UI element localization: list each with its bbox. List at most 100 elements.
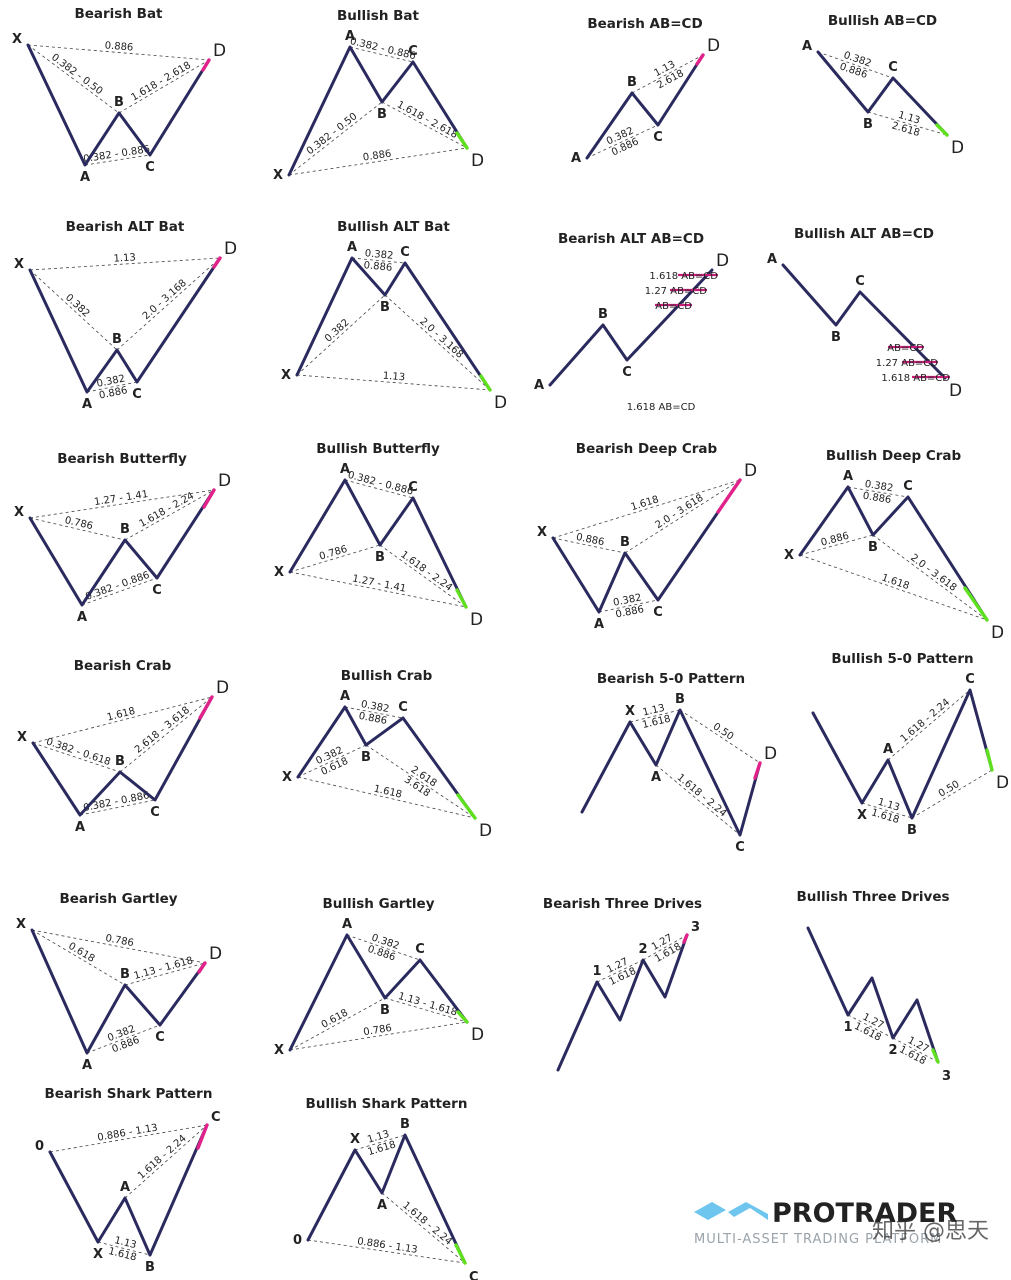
point-label-d: D — [209, 944, 222, 964]
point-label-a: A — [571, 151, 581, 166]
prz-highlight — [197, 961, 207, 974]
point-label-c: C — [622, 365, 632, 380]
pattern-title: Bearish ALT Bat — [66, 219, 185, 235]
point-label-a: A — [345, 29, 355, 44]
ratio-line — [118, 59, 210, 114]
ratio-line — [307, 1239, 466, 1264]
ratio-label: 0.618 — [320, 1007, 350, 1030]
ratio-label: 1.618 - 2.24 — [899, 697, 952, 745]
pattern-leg — [806, 926, 940, 1064]
point-label-a: A — [120, 1180, 130, 1195]
pattern-leg — [585, 53, 705, 160]
ratio-line — [867, 111, 948, 136]
ratio-label-group: 1.618 — [106, 706, 136, 724]
point-label-b: B — [627, 75, 637, 90]
ratio-line — [32, 696, 213, 744]
ratio-label-group: 0.382 — [323, 317, 352, 344]
watermark: 知乎 @思天 — [872, 1219, 989, 1244]
ratio-line — [296, 294, 386, 376]
ratio-label-group: 2.0 - 3.618 — [908, 552, 958, 593]
ratio-label: 1.13 — [382, 371, 405, 384]
projection-level-label: 1.27 AB=CD — [876, 358, 939, 369]
ratio-label-group: 0.786 — [363, 1023, 393, 1038]
point-label-c: C — [903, 479, 913, 494]
point-label-d: D — [764, 744, 777, 764]
ratio-line — [655, 764, 741, 836]
point-label-x: X — [274, 1043, 284, 1058]
ratio-label-group: 0.886 — [104, 40, 133, 53]
pattern-leg — [26, 43, 211, 167]
ratio-label-group: 0.886 — [362, 148, 392, 163]
pattern-bullish-5-0-pattern: Bullish 5-0 Pattern 1.131.618 1.618 - 2.24… — [811, 651, 1009, 838]
ratio-line — [552, 537, 626, 554]
pattern-title: Bullish Crab — [341, 668, 433, 684]
ratio-label-group: 1.618 — [630, 494, 661, 513]
point-label-a: A — [77, 610, 87, 625]
point-label-b: B — [120, 967, 130, 982]
point-label-d: D — [744, 461, 757, 481]
ratio-line — [27, 44, 210, 61]
prz-highlight — [212, 256, 222, 269]
protrader-logo: PROTRADER MULTI-ASSET TRADING PLATFORM 知… — [694, 1198, 989, 1247]
point-label-b: B — [377, 107, 387, 122]
ratio-label-group: 1.13 — [113, 252, 136, 264]
pattern-leg — [551, 478, 742, 614]
ratio-label-group: 1.618 - 2.618 — [129, 60, 193, 104]
prz-highlight — [201, 58, 211, 72]
ratio-label-group: 0.618 — [320, 1007, 350, 1030]
ratio-label: 1.618 - 2.618 — [129, 60, 193, 104]
ratio-line — [817, 51, 894, 79]
prz-highlight — [456, 793, 477, 820]
point-label-d: D — [707, 36, 720, 56]
ratio-label-group: 0.382 - 0.886 — [349, 36, 417, 62]
ratio-label: 0.382 - 0.618 — [45, 736, 112, 768]
pattern-bearish-alt-ab-cd: Bearish ALT AB=CD AB=CD 1.27 AB=CD 1.618 AB… — [534, 231, 729, 413]
pattern-leg — [296, 705, 477, 820]
point-label-3: 3 — [691, 920, 700, 935]
brand-name: PROTRADER — [772, 1198, 957, 1229]
ratio-label: 1.13 — [113, 1235, 137, 1251]
ratio-label-group: 1.618 — [880, 572, 911, 592]
point-label-a: A — [651, 770, 661, 785]
ratio-label-group: 1.131.618 — [107, 1235, 137, 1263]
ratio-line — [642, 934, 688, 961]
ratio-line — [289, 544, 381, 573]
ratio-line — [29, 269, 118, 351]
pattern-leg — [580, 708, 762, 837]
point-label-b: B — [114, 95, 124, 110]
ratio-line — [354, 1134, 406, 1151]
point-label-b: B — [145, 1260, 155, 1275]
ratio-line — [288, 101, 383, 176]
point-label-b: B — [400, 1117, 410, 1132]
ratio-line — [629, 709, 681, 723]
ratio-line — [29, 257, 221, 271]
logo-mark-left — [694, 1202, 726, 1220]
pattern-leg — [548, 268, 714, 387]
brand-tagline: MULTI-ASSET TRADING PLATFORM — [694, 1232, 942, 1247]
point-label-d: D — [470, 610, 483, 630]
ratio-label-group: 0.50 — [711, 721, 736, 742]
point-label-c: C — [152, 583, 162, 598]
pattern-title: Bearish Crab — [74, 658, 172, 674]
ratio-label-group: 0.886 — [820, 531, 851, 549]
ratio-label-group: 1.13 — [382, 371, 405, 384]
ratio-label-group: 1.13 - 1.618 — [397, 991, 458, 1019]
point-label-a: A — [82, 1058, 92, 1073]
point-label-2: 2 — [888, 1043, 897, 1058]
ratio-label: 0.786 — [104, 933, 134, 949]
pattern-leg — [288, 478, 468, 609]
pattern-title: Bullish Butterfly — [316, 441, 440, 457]
prz-highlight — [963, 586, 989, 622]
ratio-label-group: 1.618 - 2.24 — [136, 1133, 189, 1182]
point-label-0: 0 — [35, 1139, 44, 1154]
ratio-label: 0.382 — [864, 479, 894, 495]
prz-highlight — [695, 53, 705, 66]
pattern-title: Bearish Shark Pattern — [45, 1086, 213, 1102]
ratio-label: 1.618 — [880, 572, 911, 592]
ratio-line — [586, 124, 659, 159]
projection-level-label: 1.618 AB=CD — [649, 271, 718, 282]
